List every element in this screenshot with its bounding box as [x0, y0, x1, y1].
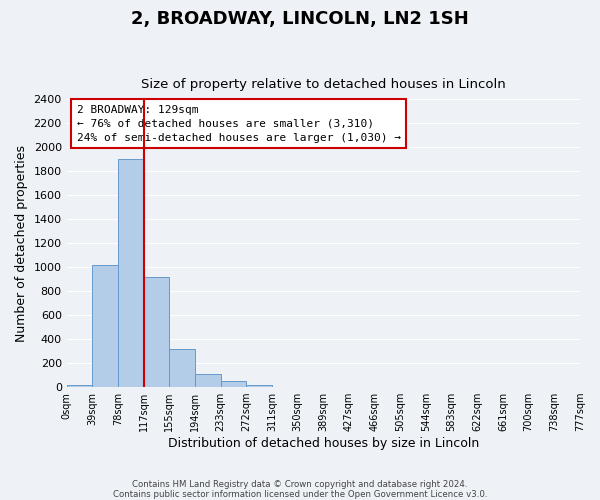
Y-axis label: Number of detached properties: Number of detached properties	[15, 144, 28, 342]
Text: 2 BROADWAY: 129sqm
← 76% of detached houses are smaller (3,310)
24% of semi-deta: 2 BROADWAY: 129sqm ← 76% of detached hou…	[77, 105, 401, 143]
Bar	[195, 374, 221, 387]
Bar	[118, 159, 143, 387]
X-axis label: Distribution of detached houses by size in Lincoln: Distribution of detached houses by size …	[168, 437, 479, 450]
Bar	[221, 381, 247, 387]
Text: Contains public sector information licensed under the Open Government Licence v3: Contains public sector information licen…	[113, 490, 487, 499]
Bar	[247, 384, 272, 387]
Bar	[169, 348, 195, 387]
Bar	[143, 276, 169, 387]
Text: Contains HM Land Registry data © Crown copyright and database right 2024.: Contains HM Land Registry data © Crown c…	[132, 480, 468, 489]
Bar	[67, 384, 92, 387]
Bar	[92, 264, 118, 387]
Text: 2, BROADWAY, LINCOLN, LN2 1SH: 2, BROADWAY, LINCOLN, LN2 1SH	[131, 10, 469, 28]
Title: Size of property relative to detached houses in Lincoln: Size of property relative to detached ho…	[141, 78, 506, 91]
